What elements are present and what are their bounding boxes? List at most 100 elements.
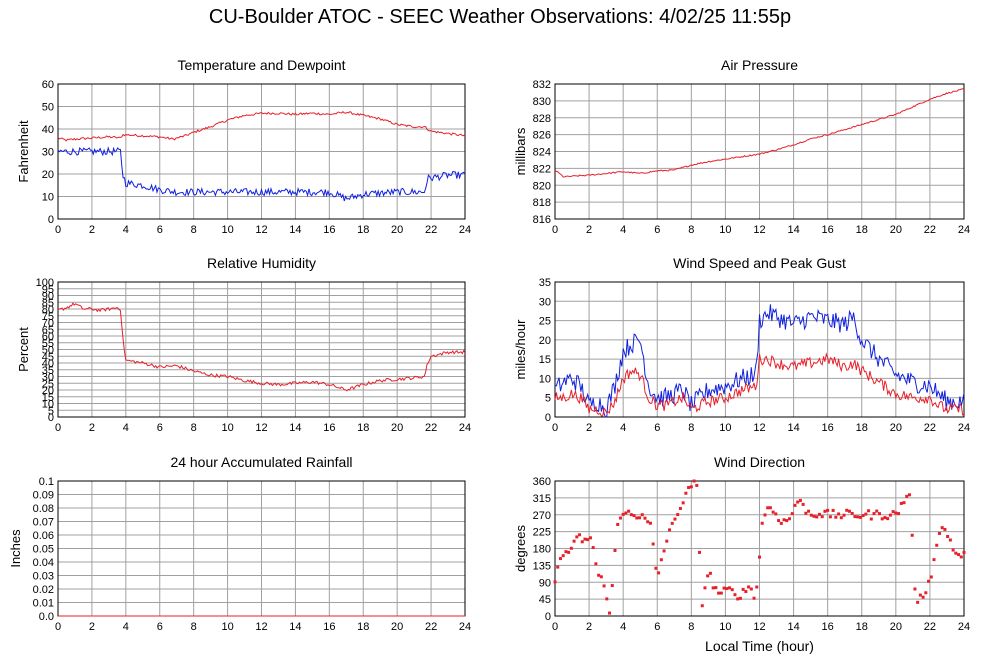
data-point (875, 509, 879, 513)
x-tick-label: 20 (890, 224, 902, 236)
x-tick-label: 6 (654, 422, 660, 434)
data-point (597, 573, 601, 577)
data-point (834, 515, 838, 519)
x-tick-label: 4 (620, 224, 626, 236)
y-tick-label: 0 (48, 412, 54, 424)
data-point (812, 514, 816, 518)
y-tick-label: 50 (42, 345, 54, 357)
data-point (869, 517, 873, 521)
x-tick-label: 22 (425, 621, 437, 633)
data-point (817, 512, 821, 516)
x-tick-label: 6 (654, 224, 660, 236)
data-point (826, 508, 830, 512)
data-point (698, 550, 702, 554)
data-point (831, 508, 835, 512)
y-tick-label: 5 (545, 393, 551, 405)
y-tick-label: 25 (539, 316, 551, 328)
y-tick-label: 35 (42, 365, 54, 377)
y-tick-label: 15 (42, 392, 54, 404)
x-tick-label: 16 (323, 621, 335, 633)
data-point (932, 558, 936, 562)
x-tick-label: 4 (123, 422, 129, 434)
data-point (670, 521, 674, 525)
data-point (654, 566, 658, 570)
data-point (730, 588, 734, 592)
x-tick-label: 24 (958, 224, 970, 236)
x-tick-label: 0 (552, 422, 558, 434)
data-point (777, 519, 781, 523)
x-tick-label: 2 (89, 224, 95, 236)
x-tick-label: 0 (55, 224, 61, 236)
x-tick-label: 10 (719, 621, 731, 633)
data-point (856, 515, 860, 519)
series-line-1 (554, 304, 965, 418)
data-point (839, 516, 843, 520)
y-tick-label: 80 (42, 304, 54, 316)
x-tick-label: 14 (787, 422, 799, 434)
data-point (883, 516, 887, 520)
data-point (722, 586, 726, 590)
data-point (946, 534, 950, 538)
chart-title: 24 hour Accumulated Rainfall (170, 454, 352, 470)
data-point (703, 586, 707, 590)
data-point (861, 514, 865, 518)
data-point (877, 512, 881, 516)
chart-title: Wind Direction (714, 454, 805, 470)
data-point (553, 580, 557, 584)
x-tick-label: 0 (55, 422, 61, 434)
x-tick-label: 16 (822, 621, 834, 633)
x-tick-label: 20 (391, 224, 403, 236)
data-point (793, 503, 797, 507)
x-tick-label: 8 (688, 224, 694, 236)
x-tick-label: 14 (289, 224, 301, 236)
y-tick-label: 816 (533, 214, 551, 226)
data-point (616, 522, 620, 526)
data-point (646, 520, 650, 524)
data-point (684, 491, 688, 495)
y-tick-label: 0.09 (33, 490, 54, 502)
x-tick-label: 14 (289, 422, 301, 434)
data-point (580, 540, 584, 544)
x-tick-label: 2 (586, 224, 592, 236)
data-point (632, 514, 636, 518)
y-tick-label: 10 (42, 399, 54, 411)
x-tick-label: 10 (719, 422, 731, 434)
x-tick-label: 2 (586, 621, 592, 633)
x-tick-label: 24 (459, 621, 471, 633)
series-line-1 (57, 111, 466, 142)
chart-title: Wind Speed and Peak Gust (673, 255, 846, 271)
x-tick-label: 8 (191, 621, 197, 633)
data-point (605, 597, 609, 601)
x-tick-label: 6 (157, 224, 163, 236)
x-tick-label: 14 (787, 621, 799, 633)
data-point (954, 551, 958, 555)
data-point (668, 528, 672, 532)
data-point (763, 513, 767, 517)
x-tick-label: 6 (654, 621, 660, 633)
data-point (801, 502, 805, 506)
data-point (948, 538, 952, 542)
data-point (902, 501, 906, 505)
x-tick-label: 4 (620, 422, 626, 434)
data-point (880, 517, 884, 521)
data-point (578, 533, 582, 537)
data-point (828, 515, 832, 519)
data-point (599, 575, 603, 579)
x-tick-label: 0 (55, 621, 61, 633)
x-tick-label: 14 (289, 621, 301, 633)
x-tick-label: 20 (391, 422, 403, 434)
data-point (659, 558, 663, 562)
data-point (728, 586, 732, 590)
data-point (673, 517, 677, 521)
y-tick-label: 0.02 (33, 584, 54, 596)
data-point (708, 571, 712, 575)
data-point (774, 512, 778, 516)
data-point (676, 513, 680, 517)
x-tick-label: 18 (357, 422, 369, 434)
series-line-1 (554, 88, 965, 178)
x-tick-label: 20 (890, 621, 902, 633)
chart-title: Air Pressure (721, 57, 798, 73)
y-tick-label: 0.04 (33, 557, 54, 569)
